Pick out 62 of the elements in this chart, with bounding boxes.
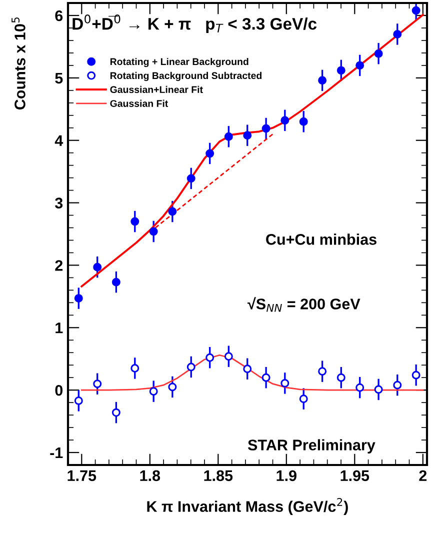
point <box>318 76 327 85</box>
x-tick-label: 1.95 <box>340 470 370 482</box>
y-tick-label: 5 <box>55 72 63 84</box>
x-tick-label: 1.8 <box>140 470 160 482</box>
point <box>112 278 120 286</box>
x-axis-title: K π Invariant Mass (GeV/c$^{2}$) <box>147 498 348 515</box>
legend-label: Gaussian Fit <box>110 100 168 107</box>
point <box>149 387 158 396</box>
annotation: D$^{0}$+D̅$^{0}$ → K + π p$_{T}$ < 3.3 GeV/c <box>72 14 317 34</box>
y-tick-label: -1 <box>50 448 63 458</box>
point <box>299 394 308 404</box>
point <box>356 383 364 392</box>
point <box>262 373 270 382</box>
point <box>149 227 158 236</box>
point <box>299 117 308 126</box>
point <box>393 30 402 38</box>
point <box>130 217 140 226</box>
y-tick-label: 1 <box>56 322 63 334</box>
point <box>243 364 252 374</box>
annotation: Cu+Cu minbias <box>266 234 376 245</box>
y-tick-label: 6 <box>55 10 63 22</box>
point <box>130 364 140 372</box>
point <box>224 132 233 141</box>
point <box>224 352 233 361</box>
point <box>186 362 196 372</box>
point <box>74 396 83 405</box>
point <box>280 116 290 125</box>
point <box>393 380 402 390</box>
point <box>262 124 270 133</box>
point <box>186 174 196 183</box>
y-axis-title: Counts x 10$^{5}$ <box>12 18 26 110</box>
point <box>206 353 214 362</box>
legend-label: Rotating + Linear Background <box>110 58 248 68</box>
point <box>74 294 83 303</box>
point <box>112 408 120 417</box>
point <box>206 149 214 158</box>
x-tick-label: 1.85 <box>204 470 233 482</box>
legend-label: Gaussian+Linear Fit <box>110 86 203 94</box>
y-tick-label: 3 <box>54 198 63 208</box>
point <box>243 131 252 140</box>
point <box>336 66 346 75</box>
point <box>374 385 383 394</box>
point <box>168 382 177 392</box>
x-tick-label: 1.9 <box>276 470 296 482</box>
point <box>168 207 177 216</box>
x-tick-label: 1.75 <box>68 470 96 482</box>
point <box>93 380 102 388</box>
point <box>412 370 420 380</box>
point <box>336 373 346 382</box>
y-tick-label: 4 <box>54 135 64 146</box>
point <box>374 49 383 58</box>
annotation: √S$_{NN}$ = 200 GeV <box>248 297 360 312</box>
legend-label: Rotating Background Subtracted <box>110 72 262 82</box>
point <box>412 6 420 15</box>
x-tick-label: 2 <box>419 470 427 481</box>
y-tick-label: 0 <box>55 384 63 396</box>
point <box>356 61 364 70</box>
y-tick-label: 2 <box>55 260 63 271</box>
point <box>280 378 290 388</box>
annotation: STAR Preliminary <box>248 439 376 454</box>
point <box>93 262 102 272</box>
point <box>318 367 327 376</box>
